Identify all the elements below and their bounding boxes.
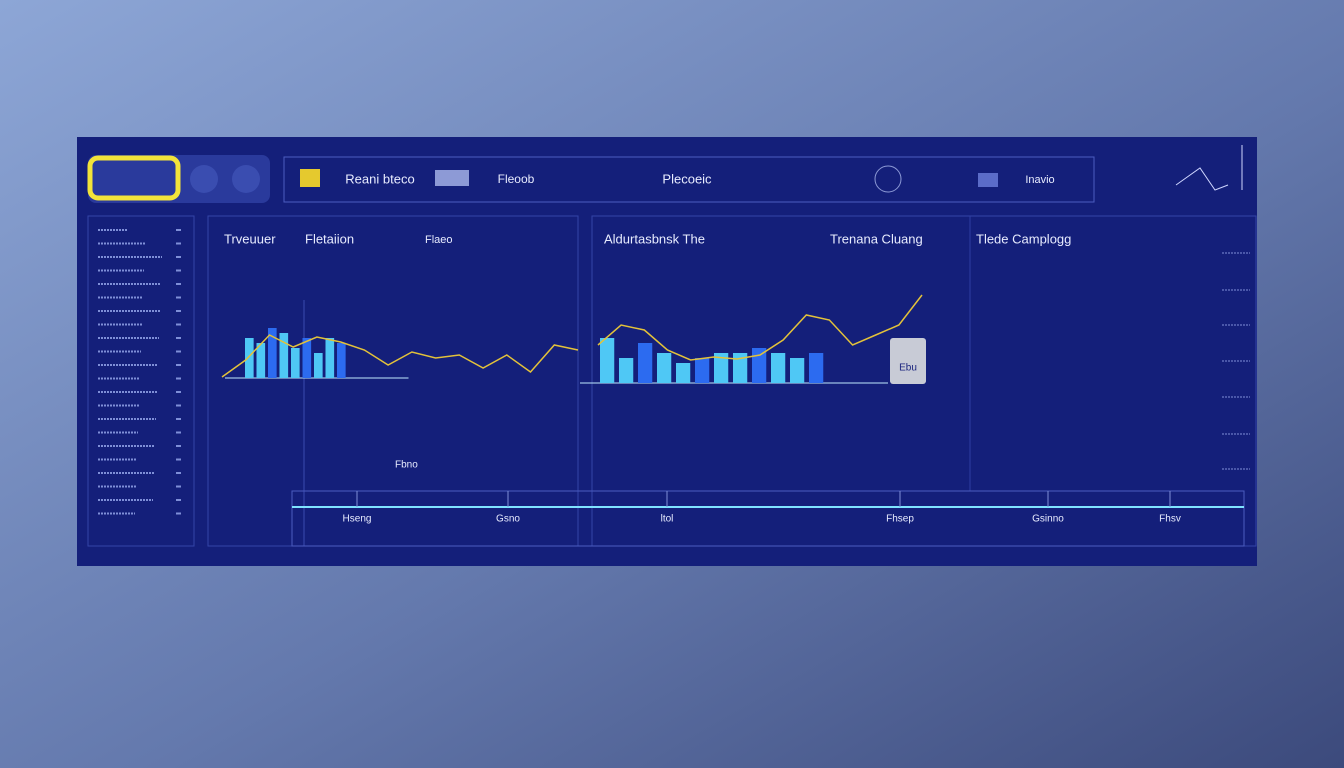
bar <box>337 343 346 378</box>
bar <box>676 363 691 383</box>
bar <box>325 338 335 378</box>
bar <box>790 358 805 383</box>
timeline-label: ltol <box>661 514 674 525</box>
panel-title: Trveuuer <box>224 231 276 246</box>
icon[interactable] <box>300 169 320 187</box>
bar <box>809 353 824 383</box>
bar <box>619 358 634 383</box>
bar <box>752 348 767 383</box>
icon[interactable] <box>978 173 998 187</box>
bar <box>733 353 748 383</box>
timeline <box>291 490 1245 547</box>
line <box>221 334 579 378</box>
bar <box>714 353 729 383</box>
icon[interactable] <box>232 165 260 193</box>
panel-title: Aldurtasbnsk The <box>604 231 705 246</box>
panel-subtitle: Trenana Cluang <box>830 231 923 246</box>
panel-tag: Tlede Camplogg <box>976 231 1071 246</box>
logo[interactable] <box>87 155 181 201</box>
bar <box>314 353 323 378</box>
bar <box>600 338 615 383</box>
nav-bar <box>283 156 1095 203</box>
bar <box>657 353 672 383</box>
bar <box>268 328 277 378</box>
bar <box>771 353 786 383</box>
badge <box>890 338 926 384</box>
nav-item[interactable]: Reani bteco <box>345 171 414 186</box>
badge-label: Ebu <box>899 363 917 374</box>
panel-subtitle: Fletaiion <box>305 231 354 246</box>
sidebar <box>87 215 195 547</box>
nav-item[interactable]: Plecoeic <box>662 171 712 186</box>
timeline-label: Gsno <box>496 514 520 525</box>
timeline-label: Fhsep <box>886 514 914 525</box>
nav-item[interactable]: Fleoob <box>498 172 535 186</box>
nav-item[interactable]: Inavio <box>1025 174 1054 186</box>
icon[interactable] <box>1175 167 1229 191</box>
icon[interactable] <box>190 165 218 193</box>
icon[interactable] <box>874 165 902 193</box>
bar <box>695 358 710 383</box>
icon[interactable] <box>435 170 469 186</box>
timeline-label: Hseng <box>343 514 372 525</box>
bar <box>291 348 300 378</box>
timeline-label: Gsinno <box>1032 514 1064 525</box>
timeline-label: Fhsv <box>1159 514 1181 525</box>
bar <box>279 333 289 378</box>
panel-note: Fbno <box>395 460 418 471</box>
bar <box>245 338 254 378</box>
line <box>597 294 923 361</box>
bar <box>638 343 653 383</box>
bar <box>302 338 312 378</box>
panel-tag: Flaeo <box>425 234 453 246</box>
bar <box>256 343 266 378</box>
